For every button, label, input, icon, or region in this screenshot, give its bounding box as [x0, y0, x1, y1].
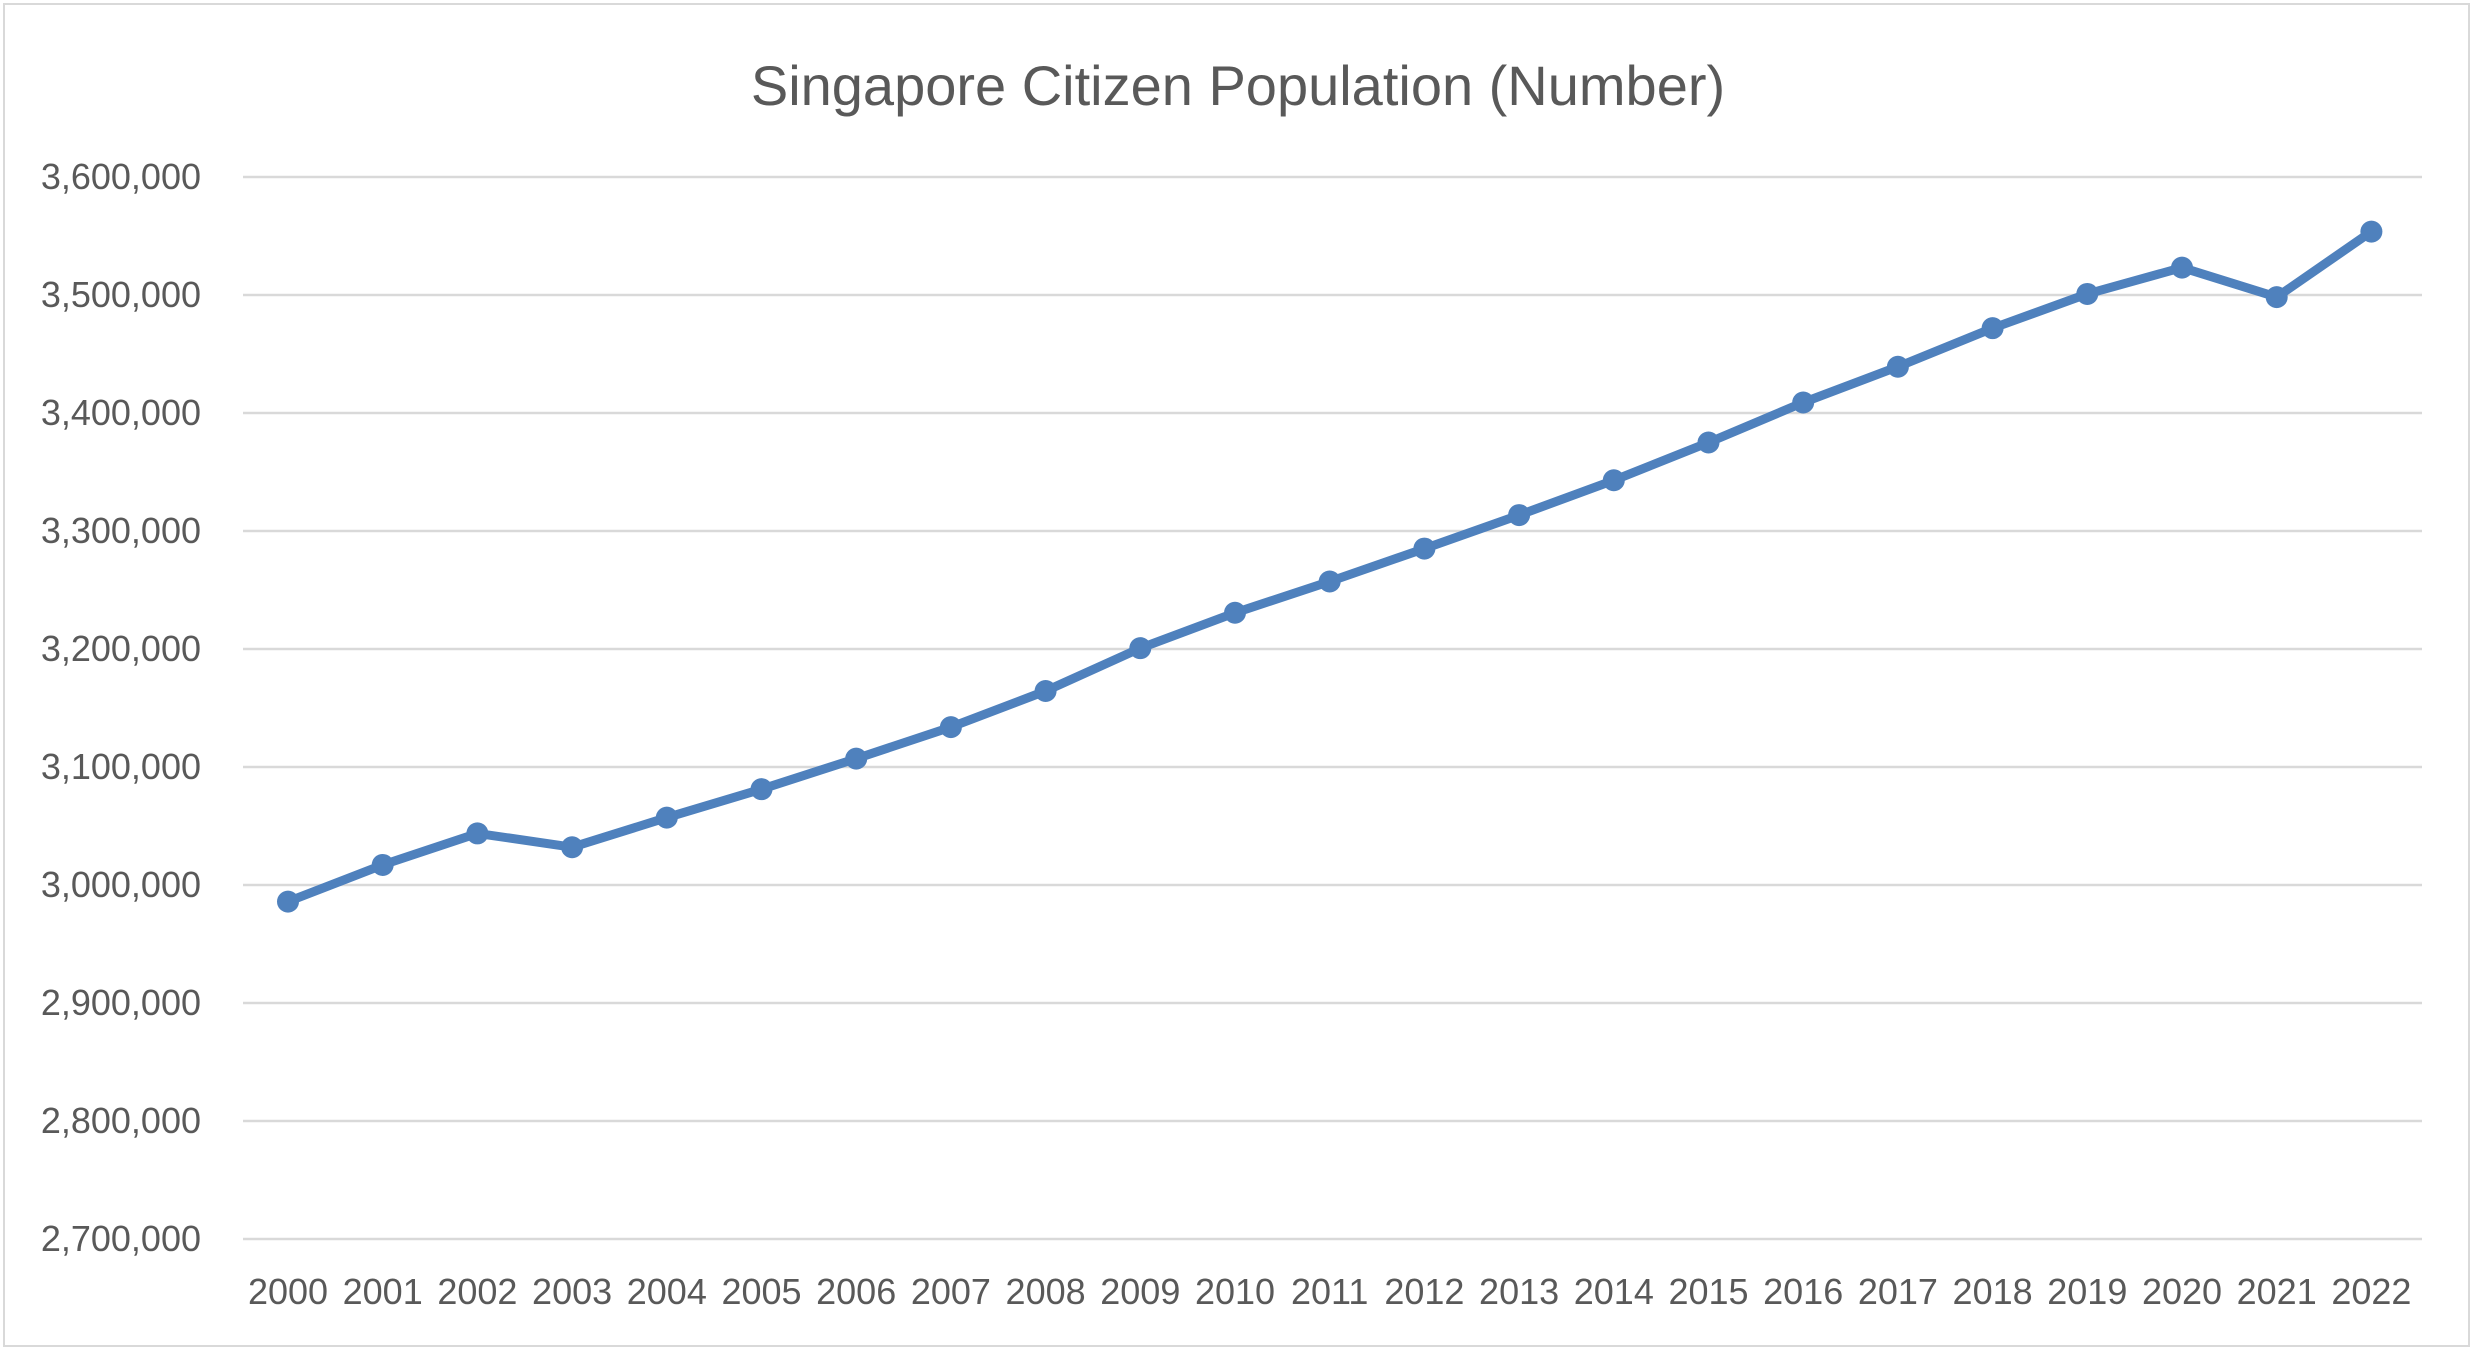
x-tick-label: 2002: [437, 1271, 517, 1312]
y-tick-label: 3,100,000: [41, 746, 201, 787]
data-point: [845, 747, 868, 770]
data-point: [2265, 286, 2288, 309]
x-tick-label: 2005: [721, 1271, 801, 1312]
x-tick-label: 2020: [2142, 1271, 2222, 1312]
data-point: [1697, 431, 1720, 454]
x-tick-label: 2009: [1100, 1271, 1180, 1312]
y-tick-label: 2,900,000: [41, 982, 201, 1023]
x-tick-label: 2018: [1953, 1271, 2033, 1312]
data-point: [655, 806, 678, 829]
x-tick-label: 2014: [1574, 1271, 1654, 1312]
data-point: [561, 836, 584, 859]
data-point: [1602, 469, 1625, 492]
data-point: [1886, 355, 1909, 378]
y-tick-label: 3,200,000: [41, 628, 201, 669]
data-point: [1224, 601, 1246, 624]
data-point: [2360, 220, 2383, 243]
x-tick-label: 2004: [627, 1271, 707, 1312]
x-tick-label: 2011: [1291, 1271, 1368, 1312]
series-layer: [277, 220, 2383, 913]
x-tick-label: 2001: [343, 1271, 423, 1312]
x-tick-label: 2012: [1384, 1271, 1464, 1312]
data-point: [1792, 391, 1815, 414]
line-chart: Singapore Citizen Population (Number) 2,…: [41, 54, 2422, 1312]
y-tick-label: 3,600,000: [41, 156, 201, 197]
x-tick-label: 2010: [1195, 1271, 1275, 1312]
data-point: [277, 890, 299, 913]
x-tick-label: 2007: [911, 1271, 991, 1312]
x-tick-label: 2003: [532, 1271, 612, 1312]
data-point: [1034, 680, 1057, 703]
y-tick-label: 3,400,000: [41, 392, 201, 433]
data-point: [2076, 282, 2099, 305]
data-point: [371, 853, 394, 876]
series-line: [283, 227, 2376, 907]
x-tick-label: 2015: [1668, 1271, 1748, 1312]
x-tick-label: 2019: [2047, 1271, 2127, 1312]
data-point: [1413, 537, 1436, 560]
data-point: [466, 822, 489, 845]
y-tick-label: 3,300,000: [41, 510, 201, 551]
x-tick-label: 2016: [1763, 1271, 1843, 1312]
y-tick-label: 3,000,000: [41, 864, 201, 905]
y-tick-label: 2,700,000: [41, 1218, 201, 1259]
data-point: [2171, 256, 2193, 279]
data-point: [1508, 504, 1531, 527]
x-tick-label: 2013: [1479, 1271, 1559, 1312]
x-tick-label: 2017: [1858, 1271, 1938, 1312]
y-tick-label: 3,500,000: [41, 274, 201, 315]
data-point: [939, 716, 962, 739]
chart-area: Singapore Citizen Population (Number) 2,…: [3, 3, 2470, 1347]
x-tick-label: 2021: [2237, 1271, 2317, 1312]
x-axis-tick-labels: 2000 2001 2002 2003 2004 2005 2006 2007 2008 2009…: [248, 1271, 2411, 1312]
x-tick-label: 2008: [1006, 1271, 1086, 1312]
data-point: [750, 778, 773, 801]
y-axis-tick-labels: 2,700,000 2,800,000 2,900,000 3,000,000 3,10…: [41, 156, 201, 1259]
x-tick-label: 2022: [2331, 1271, 2411, 1312]
gridlines: [243, 175, 2422, 1241]
x-tick-label: 2006: [816, 1271, 896, 1312]
chart-title: Singapore Citizen Population (Number): [751, 54, 1725, 117]
data-point: [1129, 637, 1152, 660]
data-point: [1318, 570, 1341, 593]
data-point: [1981, 317, 2004, 340]
y-tick-label: 2,800,000: [41, 1100, 201, 1141]
x-tick-label: 2000: [248, 1271, 328, 1312]
